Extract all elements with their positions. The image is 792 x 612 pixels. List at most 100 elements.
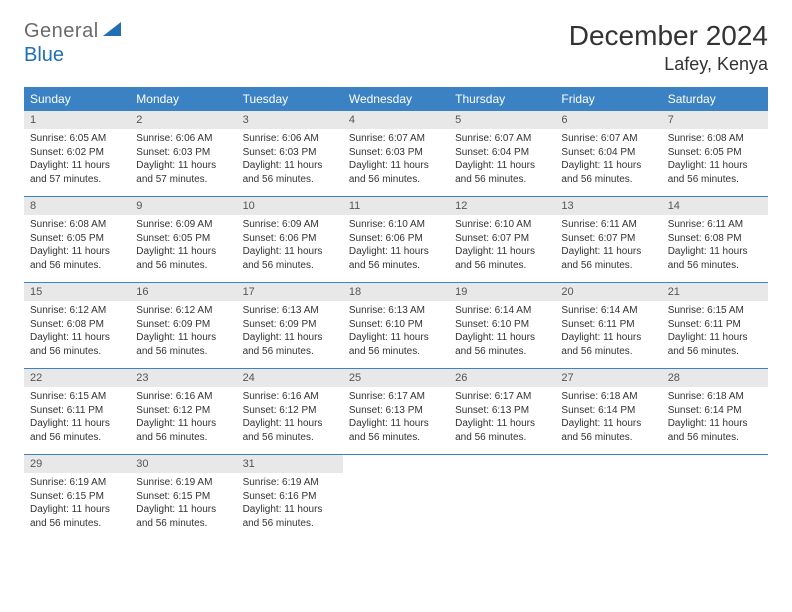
sunrise-text: Sunrise: 6:09 AM: [136, 218, 230, 232]
calendar-cell: 12Sunrise: 6:10 AMSunset: 6:07 PMDayligh…: [449, 197, 555, 283]
sunset-text: Sunset: 6:04 PM: [561, 146, 655, 160]
day-body: Sunrise: 6:11 AMSunset: 6:07 PMDaylight:…: [555, 215, 661, 282]
sunrise-text: Sunrise: 6:18 AM: [668, 390, 762, 404]
sunrise-text: Sunrise: 6:13 AM: [349, 304, 443, 318]
sunset-text: Sunset: 6:05 PM: [668, 146, 762, 160]
day-number: 2: [130, 111, 236, 129]
sunset-text: Sunset: 6:14 PM: [668, 404, 762, 418]
day-number: 14: [662, 197, 768, 215]
day-number: 17: [237, 283, 343, 301]
day-body: Sunrise: 6:07 AMSunset: 6:04 PMDaylight:…: [449, 129, 555, 196]
calendar-cell: 11 Sunrise: 6:10 AMSunset: 6:06 PMDayligh…: [343, 197, 449, 283]
daylight-text: Daylight: 11 hours and 56 minutes.: [136, 245, 230, 272]
day-number: 29: [24, 455, 130, 473]
calendar-row: 1Sunrise: 6:05 AMSunset: 6:02 PMDaylight…: [24, 111, 768, 197]
day-body: Sunrise: 6:17 AMSunset: 6:13 PMDaylight:…: [449, 387, 555, 454]
sunset-text: Sunset: 6:06 PM: [349, 232, 443, 246]
sunrise-text: Sunrise: 6:10 AM: [349, 218, 443, 232]
sunset-text: Sunset: 6:12 PM: [136, 404, 230, 418]
day-body: Sunrise: 6:17 AMSunset: 6:13 PMDaylight:…: [343, 387, 449, 454]
weekday-header: Sunday: [24, 87, 130, 111]
weekday-header: Saturday: [662, 87, 768, 111]
sunrise-text: Sunrise: 6:15 AM: [30, 390, 124, 404]
sunset-text: Sunset: 6:06 PM: [243, 232, 337, 246]
daylight-text: Daylight: 11 hours and 56 minutes.: [561, 417, 655, 444]
day-number: 15: [24, 283, 130, 301]
calendar-cell: 24Sunrise: 6:16 AMSunset: 6:12 PMDayligh…: [237, 369, 343, 455]
day-number: 20: [555, 283, 661, 301]
daylight-text: Daylight: 11 hours and 56 minutes.: [136, 417, 230, 444]
sunrise-text: Sunrise: 6:12 AM: [136, 304, 230, 318]
calendar-cell: 28Sunrise: 6:18 AMSunset: 6:14 PMDayligh…: [662, 369, 768, 455]
day-number: 6: [555, 111, 661, 129]
day-body: Sunrise: 6:16 AMSunset: 6:12 PMDaylight:…: [237, 387, 343, 454]
calendar-cell: [449, 455, 555, 541]
day-number: 11: [343, 197, 449, 215]
calendar-cell: 4Sunrise: 6:07 AMSunset: 6:03 PMDaylight…: [343, 111, 449, 197]
daylight-text: Daylight: 11 hours and 56 minutes.: [349, 417, 443, 444]
sunset-text: Sunset: 6:07 PM: [455, 232, 549, 246]
weekday-header: Tuesday: [237, 87, 343, 111]
calendar-cell: 6Sunrise: 6:07 AMSunset: 6:04 PMDaylight…: [555, 111, 661, 197]
sunset-text: Sunset: 6:08 PM: [30, 318, 124, 332]
sunrise-text: Sunrise: 6:10 AM: [455, 218, 549, 232]
sunrise-text: Sunrise: 6:14 AM: [561, 304, 655, 318]
sunset-text: Sunset: 6:13 PM: [455, 404, 549, 418]
day-body: Sunrise: 6:12 AMSunset: 6:09 PMDaylight:…: [130, 301, 236, 368]
sunset-text: Sunset: 6:08 PM: [668, 232, 762, 246]
day-number: 1: [24, 111, 130, 129]
sunrise-text: Sunrise: 6:17 AM: [455, 390, 549, 404]
daylight-text: Daylight: 11 hours and 56 minutes.: [136, 331, 230, 358]
day-number: 30: [130, 455, 236, 473]
daylight-text: Daylight: 11 hours and 56 minutes.: [455, 245, 549, 272]
sunrise-text: Sunrise: 6:16 AM: [243, 390, 337, 404]
day-number: 12: [449, 197, 555, 215]
day-number: 23: [130, 369, 236, 387]
day-number: 7: [662, 111, 768, 129]
calendar-cell: 20Sunrise: 6:14 AMSunset: 6:11 PMDayligh…: [555, 283, 661, 369]
sunrise-text: Sunrise: 6:19 AM: [136, 476, 230, 490]
day-body: Sunrise: 6:19 AMSunset: 6:15 PMDaylight:…: [24, 473, 130, 540]
sunset-text: Sunset: 6:10 PM: [349, 318, 443, 332]
daylight-text: Daylight: 11 hours and 56 minutes.: [349, 245, 443, 272]
sunrise-text: Sunrise: 6:06 AM: [243, 132, 337, 146]
day-number: 5: [449, 111, 555, 129]
calendar-row: 22Sunrise: 6:15 AMSunset: 6:11 PMDayligh…: [24, 369, 768, 455]
sunrise-text: Sunrise: 6:12 AM: [30, 304, 124, 318]
daylight-text: Daylight: 11 hours and 56 minutes.: [30, 245, 124, 272]
day-number: 26: [449, 369, 555, 387]
header: General December 2024 Lafey, Kenya: [24, 20, 768, 75]
day-number: 22: [24, 369, 130, 387]
calendar-cell: 1Sunrise: 6:05 AMSunset: 6:02 PMDaylight…: [24, 111, 130, 197]
logo-text-gray: General: [24, 20, 99, 43]
sunrise-text: Sunrise: 6:09 AM: [243, 218, 337, 232]
calendar-cell: 21Sunrise: 6:15 AMSunset: 6:11 PMDayligh…: [662, 283, 768, 369]
calendar-cell: 10Sunrise: 6:09 AMSunset: 6:06 PMDayligh…: [237, 197, 343, 283]
daylight-text: Daylight: 11 hours and 56 minutes.: [455, 417, 549, 444]
day-body: Sunrise: 6:13 AMSunset: 6:09 PMDaylight:…: [237, 301, 343, 368]
sunset-text: Sunset: 6:11 PM: [561, 318, 655, 332]
sunrise-text: Sunrise: 6:13 AM: [243, 304, 337, 318]
day-number: 4: [343, 111, 449, 129]
calendar-cell: 23Sunrise: 6:16 AMSunset: 6:12 PMDayligh…: [130, 369, 236, 455]
sunset-text: Sunset: 6:03 PM: [136, 146, 230, 160]
daylight-text: Daylight: 11 hours and 57 minutes.: [136, 159, 230, 186]
weekday-header-row: Sunday Monday Tuesday Wednesday Thursday…: [24, 87, 768, 111]
day-number: 25: [343, 369, 449, 387]
sunset-text: Sunset: 6:05 PM: [136, 232, 230, 246]
logo-sail-icon: [101, 20, 123, 43]
sunset-text: Sunset: 6:09 PM: [243, 318, 337, 332]
day-body: Sunrise: 6:07 AMSunset: 6:04 PMDaylight:…: [555, 129, 661, 196]
logo-text-blue: Blue: [24, 44, 64, 67]
calendar-cell: [662, 455, 768, 541]
sunset-text: Sunset: 6:05 PM: [30, 232, 124, 246]
sunset-text: Sunset: 6:15 PM: [30, 490, 124, 504]
weekday-header: Thursday: [449, 87, 555, 111]
day-number: 8: [24, 197, 130, 215]
calendar-cell: [343, 455, 449, 541]
calendar-cell: 17Sunrise: 6:13 AMSunset: 6:09 PMDayligh…: [237, 283, 343, 369]
daylight-text: Daylight: 11 hours and 56 minutes.: [455, 331, 549, 358]
calendar-row: 29Sunrise: 6:19 AMSunset: 6:15 PMDayligh…: [24, 455, 768, 541]
day-body: Sunrise: 6:08 AMSunset: 6:05 PMDaylight:…: [24, 215, 130, 282]
day-body: Sunrise: 6:10 AMSunset: 6:07 PMDaylight:…: [449, 215, 555, 282]
